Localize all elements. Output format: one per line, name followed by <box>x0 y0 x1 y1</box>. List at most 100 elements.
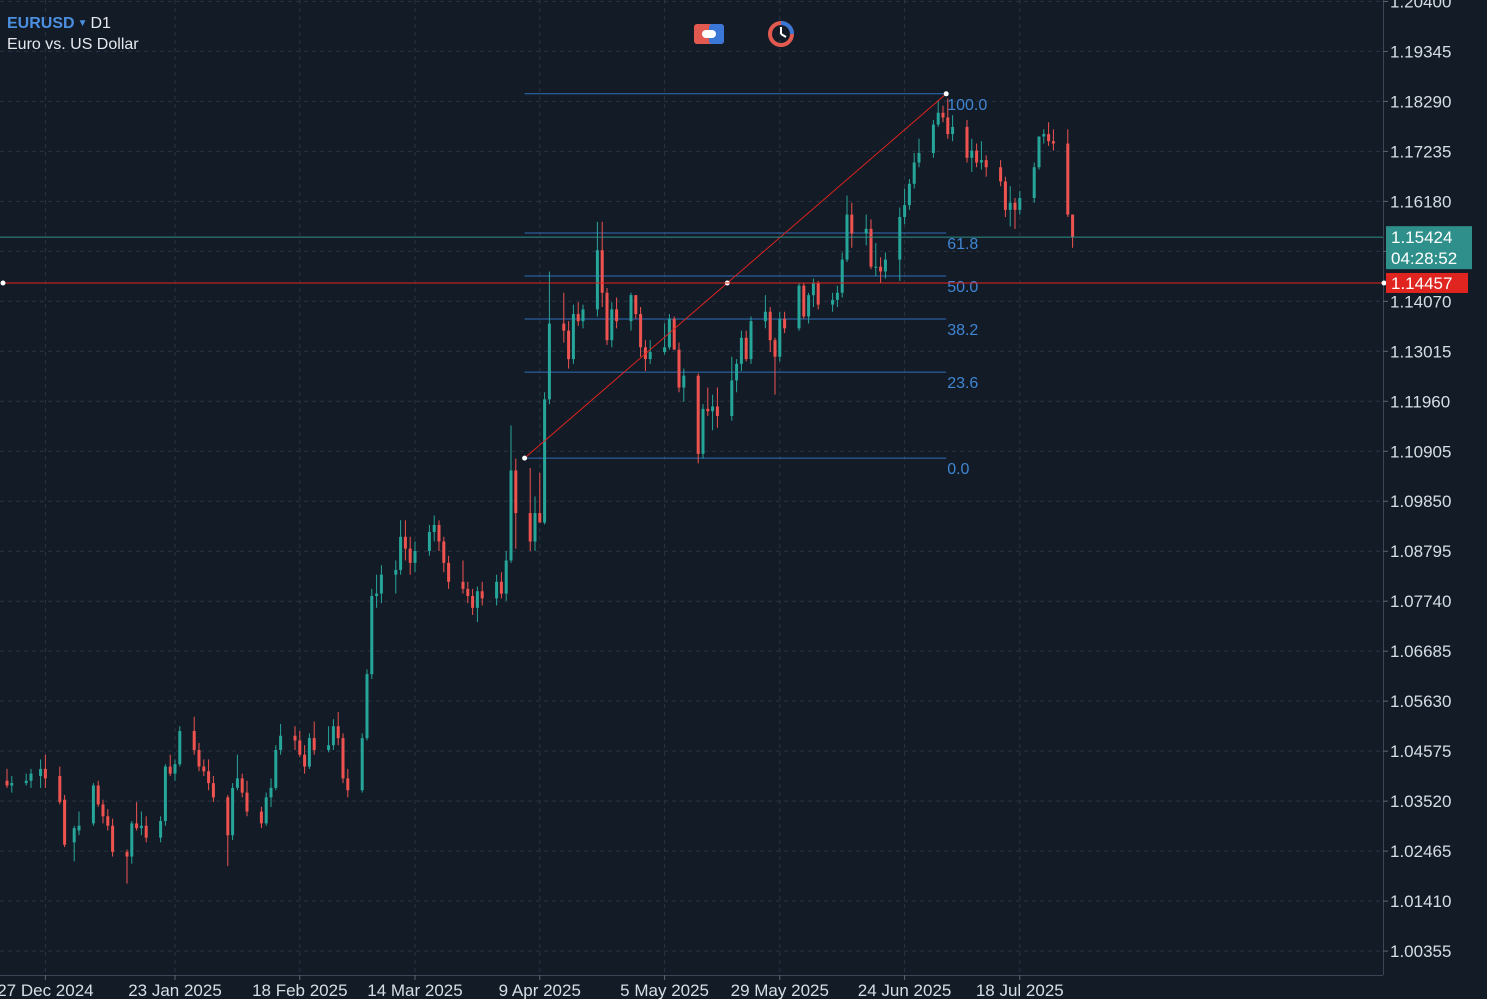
y-axis-tick-label: 1.02465 <box>1390 842 1451 861</box>
y-axis-tick-label: 1.07740 <box>1390 592 1451 611</box>
candle-body <box>279 735 283 750</box>
candle-body <box>58 776 62 803</box>
candle-body <box>178 731 182 765</box>
candle-body <box>403 536 407 549</box>
candle-body <box>951 126 955 135</box>
candle-body <box>240 778 244 793</box>
candle-body <box>461 581 465 589</box>
horizontal-line-handle-right[interactable] <box>1381 280 1387 286</box>
y-axis-tick-label: 1.19345 <box>1390 42 1451 61</box>
candle-body <box>307 738 311 767</box>
candle-body <box>874 266 878 268</box>
symbol-info: EURUSD ▼ D1 Euro vs. US Dollar <box>7 13 139 55</box>
fib-level-label: 0.0 <box>947 461 969 478</box>
timeframe-label[interactable]: D1 <box>90 15 111 32</box>
candle-body <box>711 406 715 412</box>
candle-body <box>672 318 676 350</box>
fib-level-label: 100.0 <box>947 97 987 114</box>
symbol-name[interactable]: EURUSD <box>7 15 75 32</box>
candle-body <box>130 823 134 857</box>
candle-body <box>744 337 748 360</box>
candle-body <box>802 285 806 317</box>
candle-body <box>538 513 542 523</box>
y-axis-tick-label: 1.05630 <box>1390 692 1451 711</box>
candle-body <box>543 399 547 523</box>
candle-body <box>600 250 604 293</box>
candle-body <box>77 825 81 831</box>
candle-body <box>773 340 777 357</box>
candle-body <box>173 764 177 774</box>
y-axis-tick-label: 1.11960 <box>1390 392 1450 411</box>
candle-body <box>106 816 110 826</box>
fib-anchor-end[interactable] <box>943 91 949 97</box>
symbol-row: EURUSD ▼ D1 <box>7 13 139 34</box>
candle-body <box>879 266 883 272</box>
candle-body <box>610 309 614 341</box>
candle-body <box>739 337 743 364</box>
candle-body <box>547 323 551 400</box>
candle-body <box>336 726 340 739</box>
fib-level-label: 61.8 <box>947 236 978 253</box>
candle-body <box>763 311 767 322</box>
y-axis-tick-label: 1.18290 <box>1390 92 1451 111</box>
candle-body <box>907 183 911 206</box>
candle-body <box>979 160 983 163</box>
candle-body <box>835 292 839 300</box>
x-axis-tick-label: 24 Jun 2025 <box>858 981 952 999</box>
candle-body <box>571 314 575 360</box>
y-axis-tick-label: 1.14070 <box>1390 292 1451 311</box>
candle-body <box>202 766 206 772</box>
candle-body <box>192 731 196 750</box>
x-axis-tick-label: 18 Jul 2025 <box>976 981 1064 999</box>
chevron-down-icon[interactable]: ▼ <box>77 18 88 29</box>
candle-body <box>778 318 782 357</box>
candle-body <box>43 768 47 779</box>
candle-body <box>269 787 273 798</box>
candle-body <box>999 167 1003 182</box>
candle-body <box>274 749 278 788</box>
candle-body <box>96 785 100 805</box>
candle-body <box>471 595 475 608</box>
horizontal-line-handle-left[interactable] <box>0 280 6 286</box>
candle-body <box>1071 214 1075 238</box>
x-axis-tick-label: 29 May 2025 <box>731 981 829 999</box>
candle-body <box>125 851 129 857</box>
y-axis-tick-label: 1.06685 <box>1390 642 1451 661</box>
candle-body <box>379 574 383 594</box>
bid-price-label: 1.15424 <box>1391 228 1452 247</box>
candle-body <box>91 785 95 824</box>
fib-anchor-start[interactable] <box>522 455 528 461</box>
candle-body <box>605 292 609 341</box>
candle-body <box>931 124 935 154</box>
y-axis-tick-label: 1.01410 <box>1390 892 1451 911</box>
fib-level-label: 50.0 <box>947 279 978 296</box>
x-axis-tick-label: 27 Dec 2024 <box>0 981 94 999</box>
candle-body <box>595 250 599 310</box>
fib-trend-line[interactable] <box>524 93 947 459</box>
candle-body <box>1013 202 1017 210</box>
candle-body <box>504 560 508 594</box>
candle-body <box>139 825 143 829</box>
candle-body <box>331 726 335 746</box>
candle-body <box>514 470 518 514</box>
candle-body <box>1051 141 1055 144</box>
candle-body <box>850 214 854 234</box>
candle-body <box>144 825 148 838</box>
candle-body <box>413 550 417 563</box>
candle-body <box>1042 134 1046 137</box>
candle-body <box>898 216 902 260</box>
candle-body <box>730 380 734 416</box>
candle-body <box>811 283 815 296</box>
candle-body <box>466 588 470 596</box>
candle-body <box>168 766 172 774</box>
candle-body <box>1003 181 1007 210</box>
candle-body <box>360 738 364 791</box>
candle-body <box>135 823 139 829</box>
candle-body <box>869 228 873 267</box>
symbol-description: Euro vs. US Dollar <box>7 36 139 53</box>
one-click-trading-button[interactable] <box>693 21 725 47</box>
candle-body <box>1008 202 1012 210</box>
market-session-clock-button[interactable] <box>765 21 797 47</box>
